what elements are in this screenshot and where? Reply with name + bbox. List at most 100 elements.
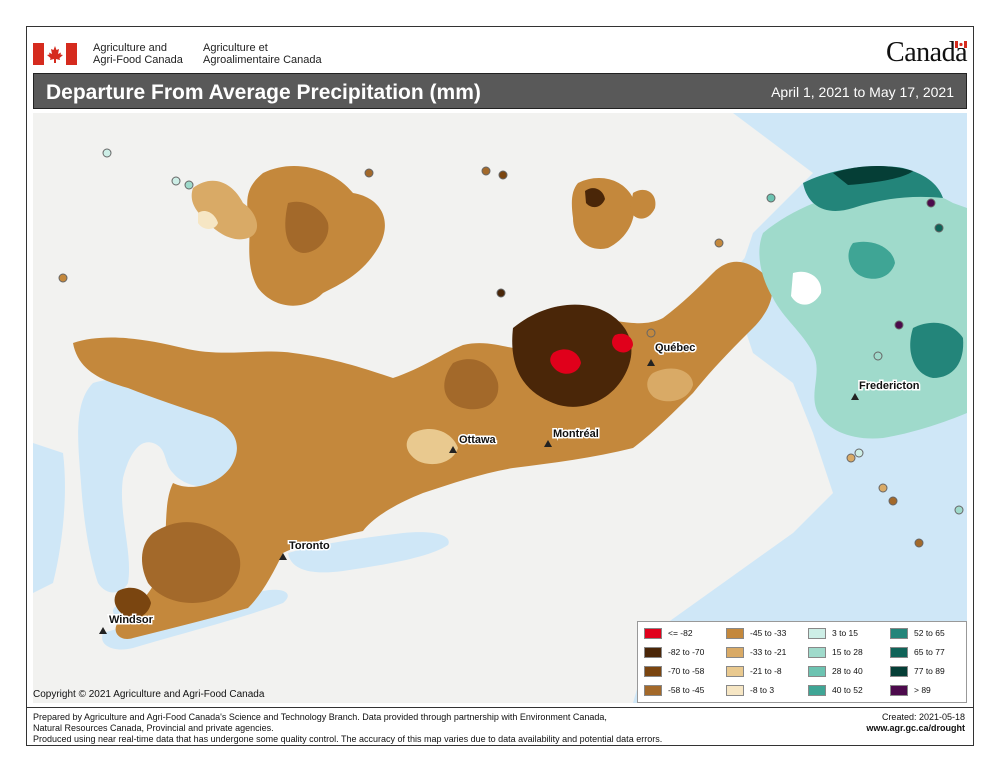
legend-swatch bbox=[890, 666, 908, 677]
legend-label: <= -82 bbox=[668, 628, 693, 638]
legend-swatch bbox=[644, 666, 662, 677]
legend-item: -21 to -8 bbox=[726, 664, 806, 678]
wordmark-flag-icon bbox=[955, 41, 967, 48]
legend-item: <= -82 bbox=[644, 626, 724, 640]
north-quebec-dry-core bbox=[585, 188, 605, 208]
moderate-dry-patch-1 bbox=[406, 428, 458, 465]
legend-swatch bbox=[644, 685, 662, 696]
legend-label: > 89 bbox=[914, 685, 931, 695]
gaspe-very-wet-zone bbox=[833, 166, 913, 185]
legend-label: -33 to -21 bbox=[750, 647, 787, 657]
legend-item: 28 to 40 bbox=[808, 664, 888, 678]
extreme-dry-spot-1 bbox=[550, 349, 581, 374]
legend-item: 3 to 15 bbox=[808, 626, 888, 640]
legend-swatch bbox=[890, 685, 908, 696]
legend-label: 3 to 15 bbox=[832, 628, 858, 638]
city-label-fredericton: Fredericton bbox=[859, 380, 920, 392]
moderate-dry-patch-2 bbox=[647, 368, 693, 402]
nova-scotia-wet-zone bbox=[910, 322, 964, 378]
lake-michigan bbox=[33, 443, 65, 593]
legend-swatch bbox=[890, 628, 908, 639]
legend-item: > 89 bbox=[890, 683, 967, 697]
wordmark-text: Canada bbox=[886, 37, 967, 68]
department-en-line1: Agriculture and bbox=[93, 42, 167, 54]
created-date: Created: 2021-05-18 bbox=[881, 712, 965, 722]
extreme-dry-spot-2 bbox=[612, 333, 633, 353]
new-brunswick-wet-zone bbox=[848, 241, 895, 279]
city-label-toronto: Toronto bbox=[289, 540, 330, 552]
legend-swatch bbox=[808, 666, 826, 677]
legend-item: -8 to 3 bbox=[726, 683, 806, 697]
department-name-french: Agriculture et Agroalimentaire Canada bbox=[203, 42, 322, 66]
legend-swatch bbox=[644, 628, 662, 639]
canada-wordmark: Canada bbox=[886, 37, 967, 69]
legend-label: -58 to -45 bbox=[668, 685, 705, 695]
legend-item: 77 to 89 bbox=[890, 664, 967, 678]
city-label-windsor: Windsor bbox=[109, 614, 154, 626]
legend-label: 28 to 40 bbox=[832, 666, 863, 676]
canada-flag-icon bbox=[33, 43, 77, 65]
city-marker-ottawa bbox=[449, 446, 457, 453]
department-name-english: Agriculture and Agri-Food Canada bbox=[93, 42, 183, 66]
legend-label: -70 to -58 bbox=[668, 666, 705, 676]
city-label-quebec: Québec bbox=[655, 342, 695, 354]
copyright-text: Copyright © 2021 Agriculture and Agri-Fo… bbox=[33, 689, 265, 700]
legend-label: 52 to 65 bbox=[914, 628, 945, 638]
header: Agriculture and Agri-Food Canada Agricul… bbox=[27, 27, 973, 73]
north-ontario-dry-core bbox=[285, 201, 329, 253]
legend-item: -58 to -45 bbox=[644, 683, 724, 697]
city-label-ottawa: Ottawa bbox=[459, 434, 497, 446]
gaspe-wet-zone bbox=[803, 166, 943, 211]
legend-swatch bbox=[808, 685, 826, 696]
north-quebec-small-patch bbox=[630, 189, 656, 219]
department-fr-line2: Agroalimentaire Canada bbox=[203, 54, 322, 66]
map-canvas: Québec Fredericton Ottawa Montréal Toron… bbox=[33, 113, 967, 703]
maritimes-wet-area bbox=[759, 187, 967, 439]
website-url: www.agr.gc.ca/drought bbox=[866, 723, 965, 733]
legend-swatch bbox=[808, 647, 826, 658]
city-marker-toronto bbox=[279, 553, 287, 560]
legend-item: 52 to 65 bbox=[890, 626, 967, 640]
city-markers: Québec Fredericton Ottawa Montréal Toron… bbox=[99, 341, 921, 634]
legend-item: -82 to -70 bbox=[644, 645, 724, 659]
city-marker-montreal bbox=[544, 440, 552, 447]
northwest-near-normal-patch bbox=[198, 211, 218, 229]
station-markers bbox=[58, 148, 964, 548]
legend-label: 40 to 52 bbox=[832, 685, 863, 695]
legend-item: 15 to 28 bbox=[808, 645, 888, 659]
legend-swatch bbox=[726, 685, 744, 696]
department-fr-line1: Agriculture et bbox=[203, 42, 268, 54]
title-bar: Departure From Average Precipitation (mm… bbox=[33, 73, 967, 109]
windsor-very-dry-zone bbox=[114, 587, 151, 619]
legend-label: -82 to -70 bbox=[668, 647, 705, 657]
lake-ontario bbox=[288, 532, 449, 573]
date-range: April 1, 2021 to May 17, 2021 bbox=[771, 84, 954, 100]
footer-line-2: Natural Resources Canada, Provincial and… bbox=[33, 723, 274, 733]
footer-line-1: Prepared by Agriculture and Agri-Food Ca… bbox=[33, 712, 607, 722]
legend-label: -21 to -8 bbox=[750, 666, 782, 676]
city-marker-quebec bbox=[647, 359, 655, 366]
legend-swatch bbox=[726, 666, 744, 677]
legend-item: 40 to 52 bbox=[808, 683, 888, 697]
footer: Prepared by Agriculture and Agri-Food Ca… bbox=[27, 707, 973, 748]
southwest-ontario-dry-zone bbox=[141, 522, 241, 603]
legend-item: -33 to -21 bbox=[726, 645, 806, 659]
city-marker-windsor bbox=[99, 627, 107, 634]
legend-item: -70 to -58 bbox=[644, 664, 724, 678]
legend-label: -8 to 3 bbox=[750, 685, 775, 695]
map-title: Departure From Average Precipitation (mm… bbox=[46, 81, 481, 104]
legend-swatch bbox=[726, 647, 744, 658]
ottawa-dry-zone bbox=[444, 359, 499, 410]
footer-line-3: Produced using near real-time data that … bbox=[33, 734, 663, 744]
legend-swatch bbox=[808, 628, 826, 639]
legend-label: 65 to 77 bbox=[914, 647, 945, 657]
no-data-patch bbox=[791, 271, 822, 305]
department-en-line2: Agri-Food Canada bbox=[93, 54, 183, 66]
northwest-dry-patch bbox=[191, 180, 258, 240]
legend-item: 65 to 77 bbox=[890, 645, 967, 659]
city-marker-fredericton bbox=[851, 393, 859, 400]
legend: <= -82 -82 to -70 -70 to -58 -58 to -45 -45 … bbox=[637, 621, 967, 703]
precipitation-map: Québec Fredericton Ottawa Montréal Toron… bbox=[33, 113, 967, 703]
map-sheet: Agriculture and Agri-Food Canada Agricul… bbox=[26, 26, 974, 746]
lake-huron bbox=[78, 379, 252, 593]
